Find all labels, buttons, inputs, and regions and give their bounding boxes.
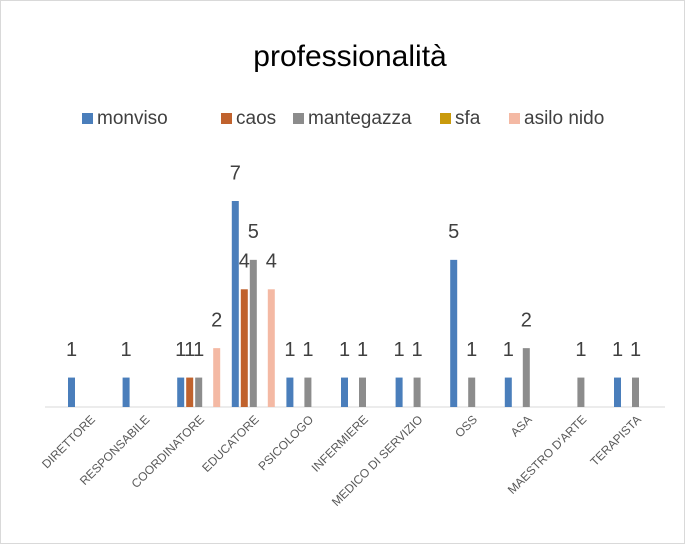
legend-label: asilo nido — [524, 108, 604, 129]
data-label: 4 — [239, 251, 250, 273]
data-label: 1 — [284, 339, 295, 361]
bar — [177, 377, 185, 407]
legend-swatch — [82, 113, 93, 124]
bar — [286, 377, 294, 407]
bar — [68, 377, 75, 407]
data-label: 1 — [121, 339, 132, 361]
bar — [304, 377, 312, 407]
data-label: 1 — [193, 339, 204, 361]
bar — [359, 377, 366, 407]
data-label: 5 — [248, 221, 259, 243]
bar — [249, 259, 257, 407]
data-label: 1 — [612, 339, 623, 361]
bar — [468, 377, 476, 407]
data-label: 1 — [175, 339, 186, 361]
data-label: 1 — [184, 339, 195, 361]
bar — [577, 377, 585, 407]
legend-swatch — [440, 113, 451, 124]
legend-swatch — [221, 113, 232, 124]
bar — [186, 377, 194, 407]
data-label: 1 — [357, 339, 368, 361]
legend-label: monviso — [97, 108, 168, 129]
legend-label: sfa — [455, 108, 481, 129]
bar — [522, 348, 530, 407]
legend-swatch — [509, 113, 520, 124]
data-label: 4 — [266, 251, 277, 273]
data-label: 1 — [302, 339, 313, 361]
data-label: 5 — [448, 221, 459, 243]
data-label: 1 — [412, 339, 423, 361]
data-label: 1 — [394, 339, 405, 361]
legend-label: mantegazza — [308, 108, 412, 129]
bar — [395, 377, 403, 407]
data-label: 1 — [66, 339, 77, 361]
data-label: 2 — [211, 309, 222, 331]
data-label: 7 — [230, 162, 241, 184]
bar — [195, 377, 203, 407]
bar — [450, 259, 458, 407]
bar — [240, 289, 248, 407]
legend-label: caos — [236, 108, 276, 129]
bar — [213, 348, 221, 407]
bar — [341, 377, 348, 407]
data-label: 1 — [466, 339, 477, 361]
bar — [504, 377, 512, 407]
chart-title: professionalità — [253, 40, 447, 73]
legend-swatch — [293, 113, 304, 124]
bar — [122, 377, 130, 407]
data-label: 2 — [521, 309, 532, 331]
bar — [632, 377, 639, 407]
bar — [413, 377, 421, 407]
data-label: 1 — [339, 339, 350, 361]
data-label: 1 — [503, 339, 514, 361]
bar — [614, 377, 621, 407]
bar — [231, 201, 239, 407]
data-label: 1 — [575, 339, 586, 361]
bar — [267, 289, 275, 407]
data-label: 1 — [630, 339, 641, 361]
